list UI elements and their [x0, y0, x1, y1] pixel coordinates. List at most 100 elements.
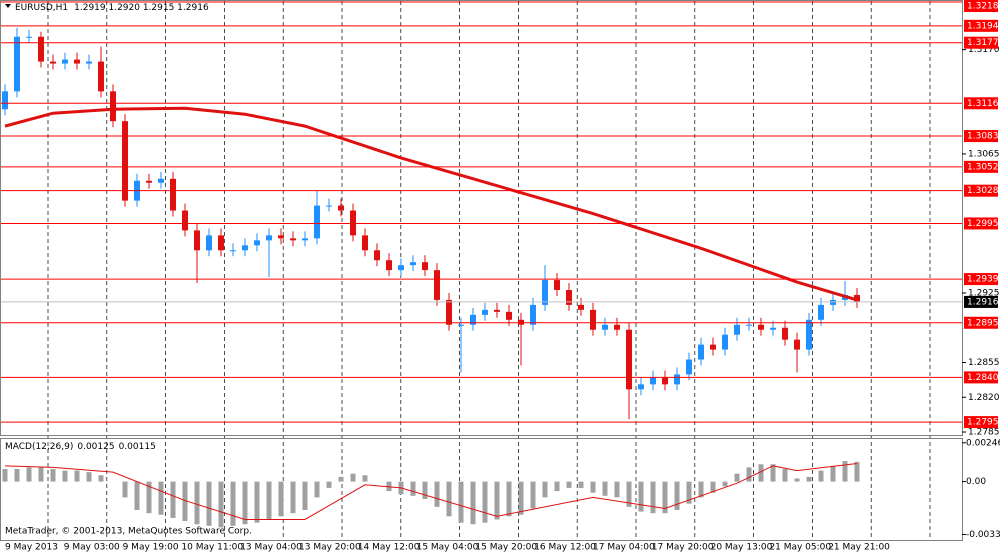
candle-body	[638, 384, 644, 390]
macd-bar	[86, 472, 92, 482]
candle-body	[506, 311, 512, 320]
candle-body	[206, 235, 212, 251]
macd-bar	[770, 464, 776, 482]
macd-bar	[182, 481, 188, 522]
macd-bar	[734, 473, 740, 482]
macd-bar	[518, 481, 524, 515]
macd-bar	[62, 470, 68, 482]
macd-bar	[242, 481, 248, 525]
candle-body	[602, 324, 608, 330]
quote: 1.2919 1.2920 1.2915 1.2916	[74, 3, 209, 13]
candle-body	[302, 238, 308, 241]
y-tick-label: 1.3170	[968, 45, 1000, 55]
y-tick-label: 1.2855	[968, 358, 1000, 368]
macd-bar	[758, 464, 764, 482]
macd-bar	[434, 481, 440, 507]
level-label: 1.2895	[967, 318, 999, 328]
macd-bar	[134, 481, 140, 511]
current-price-box	[964, 295, 998, 308]
candle-body	[146, 180, 152, 183]
moving-average	[4, 106, 858, 302]
macd-y-tick-label: 0.00	[966, 477, 986, 487]
level-label: 1.2840	[967, 373, 999, 383]
x-tick-label: 21 May 21:00	[828, 543, 890, 553]
level-label: 1.3052	[967, 162, 999, 172]
footer: MetaTrader, © 2001-2013, MetaQuotes Soft…	[5, 527, 252, 537]
level-box	[964, 416, 998, 429]
macd-bar	[794, 478, 800, 482]
macd-bar	[806, 476, 812, 482]
macd-bar	[362, 475, 368, 482]
candle-body	[38, 36, 44, 62]
x-tick-label: 21 May 05:00	[769, 543, 831, 553]
macd-signal: 0.00115	[119, 442, 156, 452]
macd-bar	[554, 481, 560, 492]
x-tick-label: 17 May 04:00	[593, 543, 655, 553]
macd-bar	[326, 481, 332, 488]
macd-bar	[854, 461, 860, 482]
y-tick-label: 1.2785	[968, 428, 1000, 438]
macd-bar	[638, 481, 644, 512]
x-tick-label: 13 May 20:00	[299, 543, 361, 553]
macd-bar	[98, 475, 104, 482]
macd-bar	[278, 481, 284, 517]
macd-bar	[14, 468, 20, 482]
macd-bar	[422, 481, 428, 499]
level-box	[964, 316, 998, 329]
candle-body	[806, 319, 812, 350]
candle-body	[170, 178, 176, 211]
y-tick-label: 1.2820	[968, 393, 1000, 403]
macd-bar	[590, 481, 596, 493]
candle-body	[482, 309, 488, 315]
candle-body	[50, 61, 56, 64]
candle-body	[650, 377, 656, 385]
macd-bar	[410, 481, 416, 496]
candle-body	[74, 59, 80, 64]
candle-body	[314, 205, 320, 239]
x-tick-label: 15 May 04:00	[417, 543, 479, 553]
macd-bar	[26, 467, 32, 482]
candle-body	[386, 260, 392, 271]
menu-icon	[5, 4, 11, 8]
candle-body	[686, 359, 692, 375]
candle-body	[254, 240, 260, 246]
candle-body	[590, 309, 596, 330]
candle-body	[554, 280, 560, 290]
macd-bar	[206, 481, 212, 526]
macd-bar	[122, 481, 128, 498]
x-tick-label: 13 May 04:00	[240, 543, 302, 553]
candle-body	[290, 238, 296, 241]
macd-bar	[506, 481, 512, 517]
macd-bar	[266, 481, 272, 520]
plot	[0, 1, 962, 528]
macd-name: MACD(12,26,9)	[5, 442, 73, 452]
y-tick-label: 1.2925	[968, 288, 1000, 298]
macd-frame	[0, 438, 963, 541]
level-label: 1.3028	[967, 186, 999, 196]
macd-bar	[578, 481, 584, 488]
candle-body	[782, 327, 788, 340]
macd-bar	[338, 476, 344, 482]
candle-body	[530, 304, 536, 325]
candle-body	[242, 245, 248, 251]
macd-bar	[50, 468, 56, 482]
level-label: 1.2995	[967, 219, 999, 229]
macd-bar	[314, 481, 320, 498]
chart-title: EURUSD,H1 1.2919 1.2920 1.2915 1.2916	[15, 3, 209, 13]
x-tick-label: 10 May 11:00	[181, 543, 243, 553]
macd-bar	[602, 481, 608, 496]
candle-body	[14, 36, 20, 92]
level-label: 1.3116	[967, 99, 999, 109]
macd-bar	[482, 481, 488, 523]
macd-bar	[650, 481, 656, 514]
macd-bar	[566, 481, 572, 488]
level-box	[964, 36, 998, 49]
macd-bar	[722, 481, 728, 487]
level-box	[964, 273, 998, 286]
candle-body	[422, 262, 428, 271]
macd-bar	[614, 481, 620, 498]
candle-body	[494, 309, 500, 312]
candle-body	[62, 59, 68, 64]
level-label: 1.3177	[967, 38, 999, 48]
